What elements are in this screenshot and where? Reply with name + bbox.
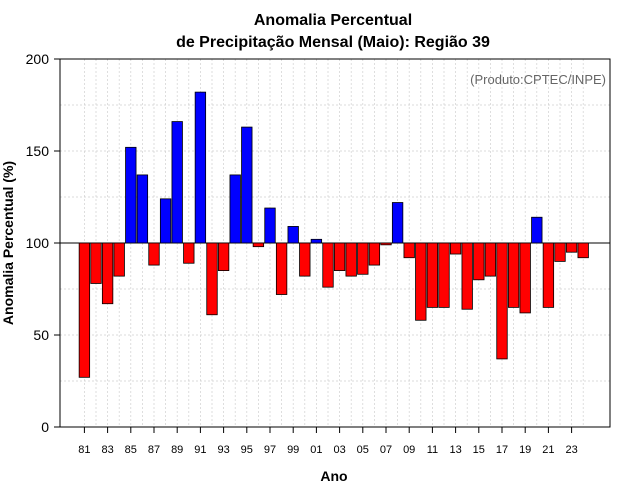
bar-00 [299,242,311,277]
bar-92 [206,242,218,316]
x-tick-label: 97 [264,444,276,456]
bar-98 [275,242,288,295]
bar-91 [194,91,207,244]
bar-99 [287,226,299,244]
x-axis-ticks: 81 83 85 87 89 91 93 95 97 99 01 03 05 07 09 11 13 15 17 19… [78,427,578,456]
bar-84 [113,242,125,277]
x-tick-label: 23 [565,444,577,456]
bar-85 [125,146,137,244]
bar-07 [380,242,392,246]
x-tick-label: 07 [380,444,392,456]
bar-03 [333,242,346,272]
bar-08 [391,202,404,244]
x-tick-label: 85 [125,444,137,456]
x-tick-label: 99 [287,444,299,456]
y-tick-label: 200 [26,51,50,67]
x-tick-label: 09 [403,444,415,456]
x-tick-label: 91 [194,444,206,456]
bar-24 [577,242,589,259]
bar-96 [252,242,265,248]
bar-05 [357,242,369,275]
bar-93 [217,242,230,272]
x-tick-label: 21 [542,444,554,456]
bar-09 [403,242,415,259]
bar-11 [426,242,439,308]
y-axis-label: Anomalia Percentual (%) [0,161,16,325]
bar-12 [438,242,450,308]
x-axis-label: Ano [320,468,347,484]
bar-19 [519,242,531,314]
bar-17 [496,242,508,360]
y-axis-ticks: 0 50 100 150 200 [26,51,60,435]
bar-23 [565,242,578,253]
bar-82 [90,242,102,284]
bar-18 [507,242,520,308]
bar-22 [554,242,566,262]
bar-04 [345,242,357,277]
x-tick-label: 93 [217,444,229,456]
bar-20 [531,216,543,244]
bar-16 [484,242,497,277]
x-tick-label: 95 [241,444,253,456]
bar-94 [229,174,241,244]
bar-89 [171,121,183,244]
x-tick-label: 15 [473,444,485,456]
x-tick-label: 01 [310,444,322,456]
x-tick-label: 11 [427,444,438,456]
bar-90 [183,242,195,264]
credit-text: (Produto:CPTEC/INPE) [470,72,606,87]
bar-14 [461,242,473,310]
bar-88 [159,198,172,244]
y-tick-label: 50 [33,327,49,343]
bar-21 [542,242,555,308]
bar-83 [101,242,114,305]
y-tick-label: 150 [26,143,50,159]
x-tick-label: 81 [78,444,90,456]
x-tick-label: 89 [171,444,183,456]
chart-subtitle: de Precipitação Mensal (Maio): Região 39 [176,34,490,51]
chart-title: Anomalia Percentual [254,12,412,29]
x-tick-label: 05 [357,444,369,456]
bar-15 [473,242,485,281]
x-tick-label: 83 [101,444,113,456]
y-tick-label: 100 [26,235,50,251]
bar-01 [310,238,323,244]
bar-81 [78,242,91,378]
bar-06 [368,242,381,266]
bar-97 [264,207,276,244]
x-tick-label: 17 [496,444,508,456]
y-tick-label: 0 [41,419,49,435]
bars [78,91,589,378]
bar-13 [449,242,462,255]
bar-10 [415,242,427,321]
bar-87 [148,242,160,266]
bar-95 [241,126,253,244]
x-tick-label: 03 [333,444,345,456]
bar-02 [322,242,334,288]
bar-86 [136,174,149,244]
x-tick-label: 13 [449,444,461,456]
x-tick-label: 19 [519,444,531,456]
x-tick-label: 87 [148,444,160,456]
